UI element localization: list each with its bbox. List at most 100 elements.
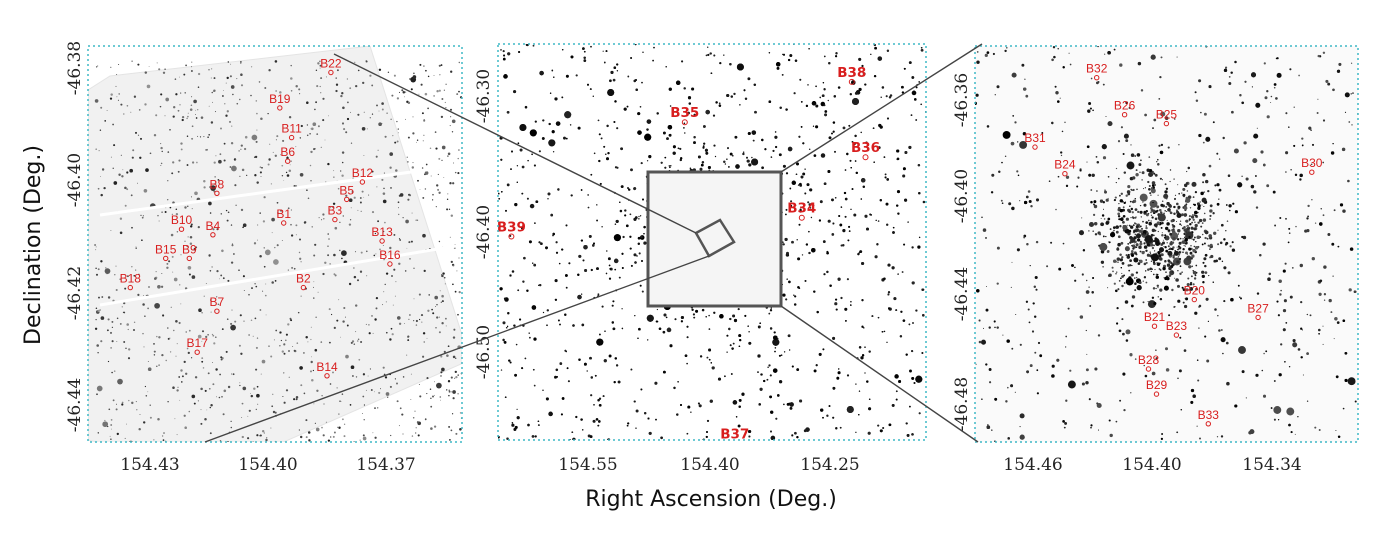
star [679, 158, 682, 162]
star [596, 219, 599, 222]
star [404, 96, 406, 98]
star [448, 208, 451, 210]
star [1338, 62, 1342, 66]
star [189, 225, 193, 228]
star [677, 381, 679, 383]
star [362, 81, 365, 85]
star [575, 415, 578, 419]
star [144, 71, 148, 74]
star [1108, 273, 1112, 277]
star [142, 421, 146, 424]
star [267, 112, 269, 115]
star [333, 253, 336, 257]
star [742, 151, 745, 153]
star [389, 152, 394, 156]
star [343, 423, 346, 425]
star [238, 344, 241, 347]
star [314, 422, 316, 424]
star [986, 51, 990, 54]
star [161, 150, 163, 153]
star [287, 349, 291, 353]
star [1306, 217, 1309, 220]
star [822, 348, 825, 351]
star [382, 199, 387, 204]
star [918, 236, 921, 239]
star [1274, 224, 1277, 227]
star [888, 307, 891, 310]
star [120, 154, 122, 156]
star [566, 367, 569, 370]
star [703, 125, 706, 128]
star [1065, 346, 1067, 348]
star [996, 246, 1000, 250]
star [115, 408, 118, 411]
star [996, 85, 1000, 89]
star [263, 265, 266, 268]
star [135, 131, 137, 134]
star [708, 358, 711, 361]
star [1085, 380, 1089, 385]
star [1187, 226, 1189, 229]
star [546, 309, 549, 312]
star [126, 105, 129, 107]
star [1128, 269, 1131, 272]
star [220, 274, 223, 277]
star [131, 156, 134, 159]
star [1351, 124, 1353, 126]
star [341, 92, 344, 95]
star [736, 63, 744, 71]
star [313, 254, 316, 257]
star [698, 404, 702, 408]
star [238, 269, 240, 271]
star [260, 176, 262, 177]
star [156, 62, 158, 64]
star [441, 367, 445, 372]
star [823, 182, 827, 186]
star [588, 234, 592, 238]
star [116, 73, 118, 76]
star [426, 393, 428, 395]
star [701, 161, 705, 164]
star [311, 379, 314, 382]
star [1060, 151, 1063, 154]
star [439, 396, 442, 398]
star [279, 331, 282, 334]
star [718, 102, 721, 105]
star [305, 436, 308, 439]
star [672, 145, 676, 149]
star [212, 362, 214, 364]
star [503, 297, 507, 300]
star [1121, 256, 1124, 259]
star [861, 354, 865, 357]
star [1121, 261, 1125, 265]
star [1204, 335, 1207, 338]
star [819, 200, 823, 204]
star [225, 82, 227, 84]
star [820, 408, 824, 412]
star [550, 213, 554, 217]
star [531, 153, 533, 156]
star [134, 448, 136, 450]
star [533, 337, 537, 341]
star [398, 213, 400, 216]
star [408, 318, 410, 321]
star [212, 334, 215, 337]
star [1183, 183, 1188, 188]
star [383, 172, 385, 174]
star [1164, 226, 1169, 231]
star [1178, 241, 1182, 245]
star [1170, 219, 1174, 223]
star [282, 395, 284, 398]
star [262, 220, 266, 223]
star [215, 183, 217, 185]
star [1160, 253, 1164, 257]
star [119, 231, 123, 235]
star [423, 134, 425, 136]
star [438, 64, 441, 67]
star [280, 209, 283, 212]
star [757, 354, 761, 358]
star [440, 371, 443, 374]
star [242, 223, 247, 228]
star [1150, 252, 1152, 255]
star [1142, 233, 1146, 236]
